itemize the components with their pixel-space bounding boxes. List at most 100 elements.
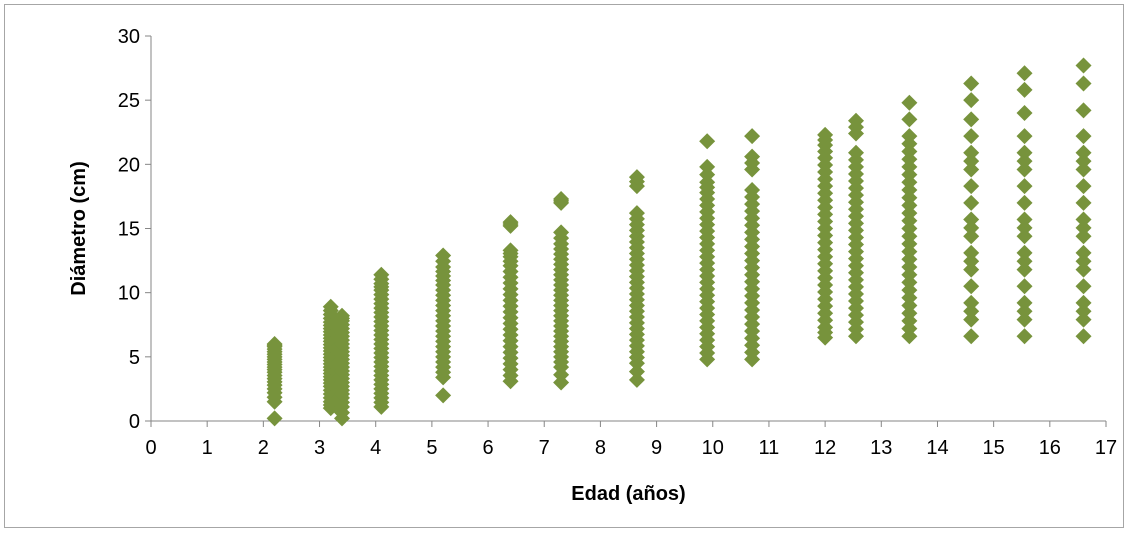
data-point-diamond [553, 190, 570, 207]
data-point-diamond [699, 158, 716, 175]
data-point-diamond [1075, 244, 1092, 261]
data-point-diamond [1016, 144, 1033, 161]
data-point-diamond [1016, 228, 1033, 245]
data-point-diamond [901, 128, 918, 145]
x-tick-label: 15 [983, 437, 1005, 459]
data-point-diamond [1016, 219, 1033, 236]
data-point-diamond [1016, 278, 1033, 295]
data-point-diamond [553, 224, 570, 241]
data-point-diamond [1075, 57, 1092, 74]
x-axis: 0 1 2 3 4 5 6 7 8 9 10 11 12 13 14 15 16 17 [145, 420, 1117, 459]
data-point-diamond [1075, 144, 1092, 161]
data-point-diamond [744, 182, 761, 198]
data-point-diamond [322, 298, 339, 315]
x-tick-label: 13 [870, 437, 892, 459]
x-axis-title: Edad (años) [571, 483, 685, 505]
data-point-diamond [963, 128, 980, 145]
data-point-diamond [266, 410, 283, 427]
x-tick-label: 2 [258, 437, 269, 459]
data-point-diamond [1016, 328, 1033, 345]
data-point-diamond [1016, 105, 1033, 121]
data-point-diamond [435, 387, 452, 404]
data-point-diamond [963, 228, 980, 245]
data-point-diamond [963, 328, 980, 345]
x-tick-label: 6 [482, 437, 493, 459]
data-point-diamond [1016, 261, 1033, 278]
data-point-diamond [1075, 311, 1092, 328]
data-point-diamond [1016, 294, 1033, 311]
data-point-diamond [963, 178, 980, 195]
data-point-diamond [744, 128, 761, 145]
data-point-diamond [1016, 303, 1033, 320]
y-tick-label: 5 [129, 347, 140, 369]
data-point-diamond [963, 92, 980, 109]
data-point-diamond [502, 214, 519, 231]
x-tick-label: 16 [1039, 437, 1061, 459]
y-tick-label: 25 [118, 90, 140, 112]
data-point-diamond [1075, 294, 1092, 311]
x-tick-label: 9 [651, 437, 662, 459]
data-point-diamond [1075, 178, 1092, 195]
x-tick-label: 0 [145, 437, 156, 459]
data-point-diamond [1016, 128, 1033, 145]
data-point-diamond [817, 126, 834, 143]
data-point-diamond [1016, 253, 1033, 270]
data-point-diamond [699, 133, 716, 150]
data-point-diamond [901, 111, 918, 128]
data-point-diamond [1075, 102, 1092, 119]
x-tick-label: 14 [926, 437, 948, 459]
y-axis-title: Diámetro (cm) [68, 161, 90, 295]
data-point-diamond [628, 363, 645, 380]
data-point-diamond [628, 205, 645, 222]
data-point-diamond [628, 371, 645, 388]
data-point-diamond [848, 144, 865, 161]
data-point-diamond [963, 153, 980, 170]
data-point-diamond [963, 211, 980, 228]
data-point-diamond [1016, 211, 1033, 228]
data-point-diamond [1016, 81, 1033, 98]
data-point-diamond [1016, 311, 1033, 328]
x-tick-label: 7 [539, 437, 550, 459]
y-tick-label: 10 [118, 283, 140, 305]
data-point-diamond [901, 94, 918, 111]
data-point-diamond [1016, 178, 1033, 195]
data-point-diamond [963, 75, 980, 92]
data-point-diamond [963, 303, 980, 320]
data-point-diamond [1016, 153, 1033, 170]
data-point-diamond [1075, 194, 1092, 211]
data-point-diamond [1075, 303, 1092, 320]
data-point-diamond [1016, 194, 1033, 211]
data-point-diamond [963, 219, 980, 236]
data-point-diamond [1075, 228, 1092, 245]
x-tick-label: 10 [702, 437, 724, 459]
data-point-diamond [963, 261, 980, 278]
data-point-diamond [963, 311, 980, 328]
data-point-diamond [1075, 128, 1092, 145]
y-tick-label: 15 [118, 219, 140, 241]
x-tick-label: 17 [1095, 437, 1117, 459]
data-point-diamond [1075, 161, 1092, 178]
data-point-diamond [1075, 219, 1092, 236]
data-point-diamond [1016, 161, 1033, 178]
data-point-diamond [963, 294, 980, 311]
data-point-diamond [334, 307, 350, 324]
data-point-diamond [744, 148, 761, 165]
data-points [266, 57, 1092, 427]
y-axis: 0 5 10 15 20 25 30 [118, 26, 152, 433]
data-point-diamond [628, 169, 645, 186]
x-tick-label: 3 [314, 437, 325, 459]
data-point-diamond [963, 253, 980, 270]
data-point-diamond [1075, 75, 1092, 92]
data-point-diamond [1075, 211, 1092, 228]
data-point-diamond [435, 247, 452, 264]
y-tick-label: 30 [118, 26, 140, 48]
data-point-diamond [266, 336, 283, 352]
x-tick-label: 11 [759, 437, 780, 459]
y-tick-label: 0 [129, 411, 140, 433]
data-point-diamond [963, 161, 980, 178]
data-point-diamond [373, 266, 390, 283]
data-point-diamond [963, 278, 980, 295]
data-point-diamond [1075, 261, 1092, 278]
y-tick-label: 20 [118, 154, 140, 176]
